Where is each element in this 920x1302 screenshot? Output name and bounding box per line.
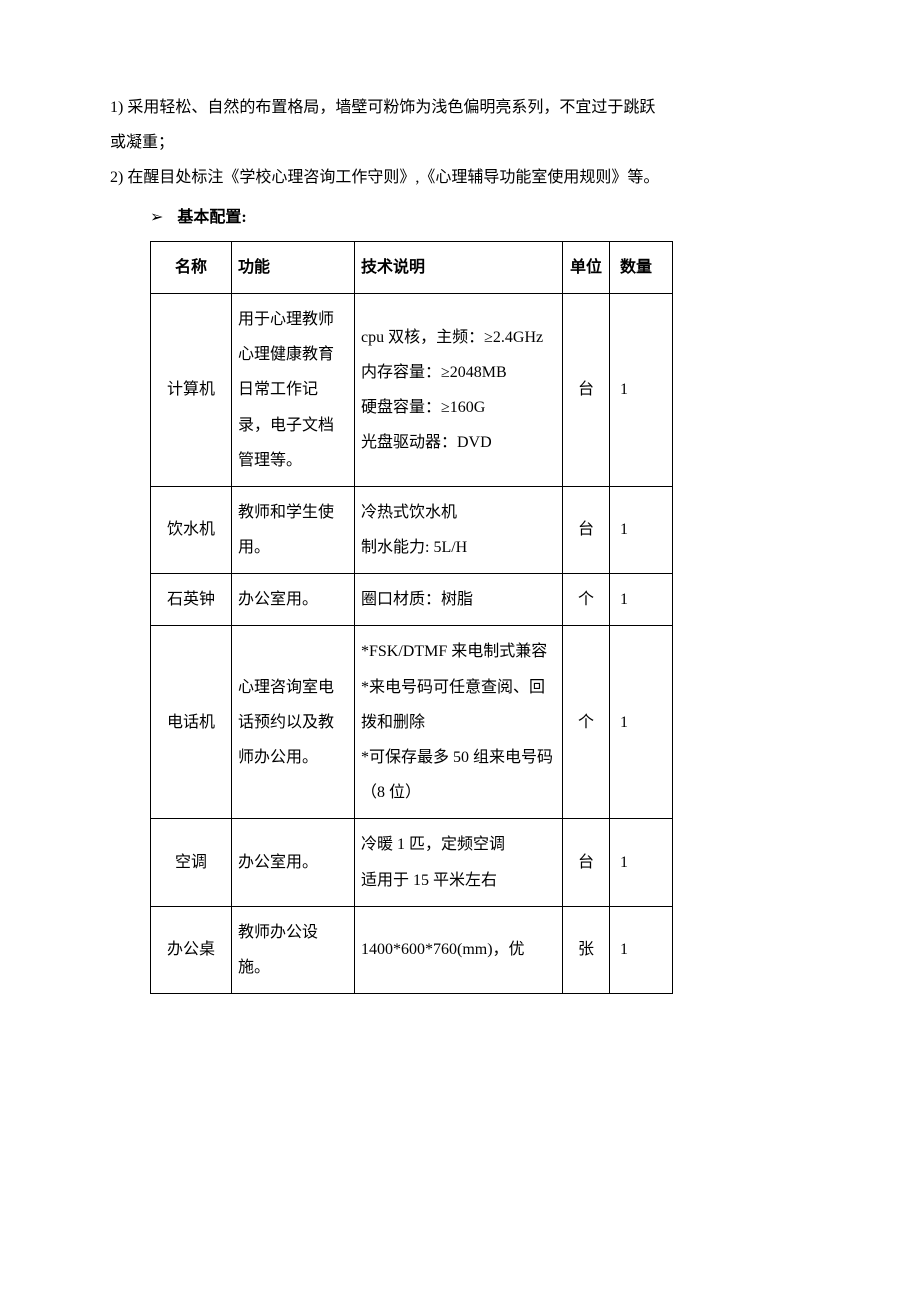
- cell-qty: 1: [610, 293, 673, 486]
- cell-unit: 台: [563, 486, 610, 573]
- cell-name: 计算机: [151, 293, 232, 486]
- cell-func: 办公室用。: [232, 819, 355, 906]
- cell-unit: 台: [563, 293, 610, 486]
- cell-func: 教师和学生使用。: [232, 486, 355, 573]
- table-row: 计算机 用于心理教师心理健康教育日常工作记录，电子文档管理等。 cpu 双核，主…: [151, 293, 673, 486]
- cell-qty: 1: [610, 906, 673, 993]
- cell-spec: *FSK/DTMF 来电制式兼容*来电号码可任意查阅、回拨和删除*可保存最多 5…: [355, 626, 563, 819]
- table-row: 电话机 心理咨询室电话预约以及教师办公用。 *FSK/DTMF 来电制式兼容*来…: [151, 626, 673, 819]
- cell-func: 用于心理教师心理健康教育日常工作记录，电子文档管理等。: [232, 293, 355, 486]
- cell-name: 饮水机: [151, 486, 232, 573]
- config-table: 名称 功能 技术说明 单位 数量 计算机 用于心理教师心理健康教育日常工作记录，…: [150, 241, 673, 994]
- table-row: 石英钟 办公室用。 圈口材质：树脂 个 1: [151, 574, 673, 626]
- cell-name: 石英钟: [151, 574, 232, 626]
- cell-unit: 个: [563, 574, 610, 626]
- cell-qty: 1: [610, 486, 673, 573]
- cell-spec: 冷暖 1 匹，定频空调适用于 15 平米左右: [355, 819, 563, 906]
- table-row: 饮水机 教师和学生使用。 冷热式饮水机制水能力: 5L/H 台 1: [151, 486, 673, 573]
- cell-qty: 1: [610, 819, 673, 906]
- cell-qty: 1: [610, 574, 673, 626]
- section-bullet-text: 基本配置:: [177, 209, 246, 226]
- cell-unit: 个: [563, 626, 610, 819]
- cell-unit: 台: [563, 819, 610, 906]
- th-name: 名称: [151, 241, 232, 293]
- cell-func: 教师办公设施。: [232, 906, 355, 993]
- paragraph-1-line-a: 1) 采用轻松、自然的布置格局，墙壁可粉饰为浅色偏明亮系列，不宜过于跳跃: [110, 90, 810, 125]
- paragraph-1-line-b: 或凝重；: [110, 125, 810, 160]
- cell-func: 心理咨询室电话预约以及教师办公用。: [232, 626, 355, 819]
- th-func: 功能: [232, 241, 355, 293]
- th-qty: 数量: [610, 241, 673, 293]
- paragraph-2: 2) 在醒目处标注《学校心理咨询工作守则》,《心理辅导功能室使用规则》等。: [110, 160, 810, 195]
- table-header-row: 名称 功能 技术说明 单位 数量: [151, 241, 673, 293]
- section-bullet: ➢ 基本配置:: [150, 200, 810, 235]
- cell-name: 电话机: [151, 626, 232, 819]
- cell-qty: 1: [610, 626, 673, 819]
- arrow-icon: ➢: [150, 209, 163, 226]
- cell-spec: 冷热式饮水机制水能力: 5L/H: [355, 486, 563, 573]
- cell-func: 办公室用。: [232, 574, 355, 626]
- cell-name: 办公桌: [151, 906, 232, 993]
- cell-spec: 圈口材质：树脂: [355, 574, 563, 626]
- cell-unit: 张: [563, 906, 610, 993]
- table-row: 办公桌 教师办公设施。 1400*600*760(mm)，优 张 1: [151, 906, 673, 993]
- cell-spec: 1400*600*760(mm)，优: [355, 906, 563, 993]
- cell-name: 空调: [151, 819, 232, 906]
- th-unit: 单位: [563, 241, 610, 293]
- th-spec: 技术说明: [355, 241, 563, 293]
- table-row: 空调 办公室用。 冷暖 1 匹，定频空调适用于 15 平米左右 台 1: [151, 819, 673, 906]
- cell-spec: cpu 双核，主频：≥2.4GHz内存容量：≥2048MB硬盘容量：≥160G光…: [355, 293, 563, 486]
